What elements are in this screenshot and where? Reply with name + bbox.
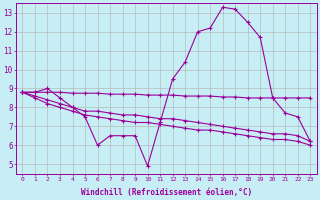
X-axis label: Windchill (Refroidissement éolien,°C): Windchill (Refroidissement éolien,°C): [81, 188, 252, 197]
